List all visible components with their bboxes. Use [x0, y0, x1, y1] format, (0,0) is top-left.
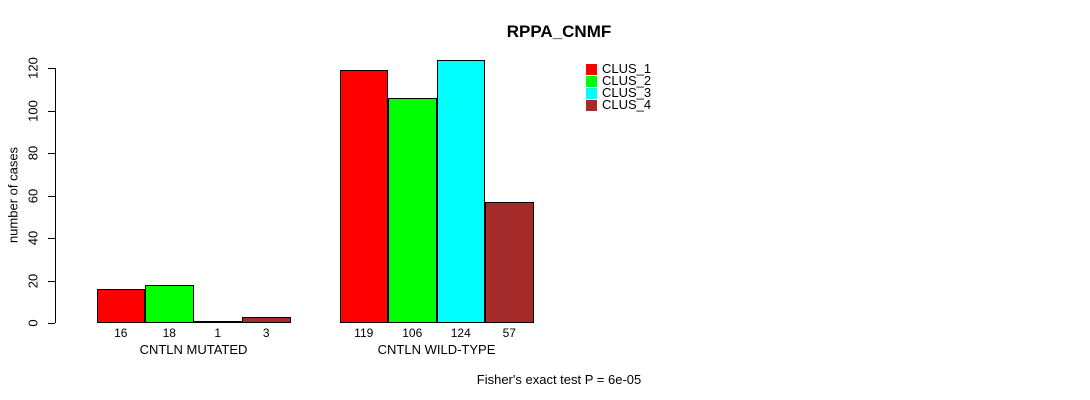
- bar-value-label: 106: [402, 326, 423, 340]
- bar-clus_2-group2: [388, 97, 437, 323]
- legend-swatch-icon: [586, 99, 597, 111]
- y-tick-label: 0: [25, 319, 41, 327]
- chart-title: RPPA_CNMF: [506, 22, 612, 41]
- y-tick-mark: [48, 238, 55, 239]
- legend-label: CLUS_2: [602, 73, 652, 88]
- y-tick-label: 60: [25, 188, 41, 203]
- bar-clus_3-group1: [193, 320, 242, 323]
- bar-value-label: 124: [450, 326, 471, 340]
- y-tick-mark: [48, 68, 55, 69]
- legend-label: CLUS_1: [602, 61, 652, 76]
- y-tick-mark: [48, 280, 55, 282]
- legend-swatch-icon: [586, 75, 597, 87]
- bar-value-label: 3: [262, 326, 270, 340]
- bar-clus_4-group2: [485, 201, 534, 323]
- legend-item-clus_3: CLUS_3: [586, 85, 652, 100]
- legend: CLUS_1 CLUS_2 CLUS_3 CLUS_4: [586, 61, 652, 112]
- y-tick-mark: [48, 153, 55, 154]
- legend-item-clus_4: CLUS_4: [586, 97, 652, 112]
- bar-clus_1-group1: [96, 289, 145, 323]
- y-tick-label: 100: [25, 99, 41, 122]
- annotation-fisher-test: Fisher's exact test P = 6e-05: [476, 372, 642, 387]
- y-tick-mark: [48, 195, 55, 197]
- y-axis-line: [55, 68, 56, 323]
- y-tick-mark: [48, 323, 55, 324]
- bar-clus_1-group2: [339, 70, 388, 323]
- legend-swatch-icon: [586, 63, 597, 75]
- bar-clus_3-group2: [436, 59, 485, 323]
- y-tick-label: 40: [25, 230, 41, 246]
- category-label: CNTLN MUTATED: [139, 342, 248, 357]
- bar-value-label: 57: [502, 326, 516, 340]
- category-label: CNTLN WILD-TYPE: [377, 342, 496, 357]
- bar-value-label: 18: [162, 326, 176, 340]
- bar-value-label: 16: [114, 326, 128, 340]
- bar-value-label: 119: [354, 326, 374, 340]
- legend-item-clus_1: CLUS_1: [586, 61, 652, 76]
- y-tick-mark: [48, 110, 55, 112]
- legend-swatch-icon: [586, 87, 597, 99]
- bar-clus_4-group1: [242, 316, 291, 323]
- legend-item-clus_2: CLUS_2: [586, 73, 652, 88]
- legend-label: CLUS_4: [602, 97, 652, 112]
- legend-label: CLUS_3: [602, 85, 652, 100]
- bar-clus_2-group1: [145, 284, 194, 323]
- bar-value-label: 1: [214, 326, 222, 340]
- y-tick-label: 20: [25, 273, 41, 288]
- y-tick-label: 120: [25, 57, 41, 79]
- y-tick-label: 80: [25, 145, 41, 161]
- y-axis-label: number of cases: [5, 146, 21, 244]
